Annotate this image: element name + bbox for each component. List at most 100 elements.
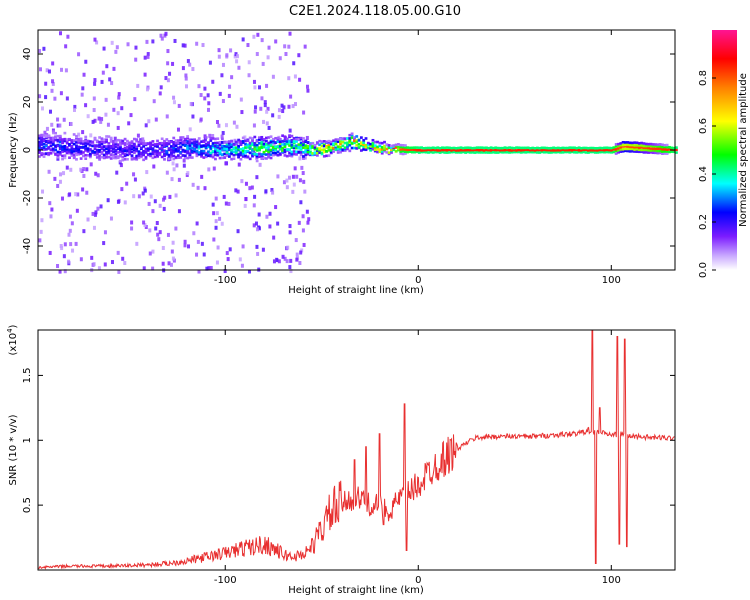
spectrogram-cell [322, 144, 326, 148]
snr-plot-area [38, 330, 675, 570]
spectrogram-cell [186, 135, 190, 138]
spectrogram-cell [612, 150, 616, 154]
spectrogram-cell [92, 108, 96, 113]
spectrogram-cell [63, 242, 67, 247]
spectrogram-cell [427, 148, 430, 152]
spectrogram-cell [160, 144, 164, 147]
spectrogram-cell [265, 153, 268, 156]
spectrogram-cell [221, 131, 225, 136]
spectrogram-cell [135, 241, 139, 246]
spectrogram-cell [251, 137, 254, 140]
spectrogram-cell [526, 148, 530, 152]
spectrogram-cell [40, 151, 44, 155]
spectrogram-cell [186, 144, 190, 148]
spectrogram-cell [647, 146, 651, 150]
spectrogram-cell [227, 146, 231, 149]
spectrogram-cell [206, 107, 210, 112]
spectrogram-cell [624, 141, 627, 144]
spectrogram-cell [241, 155, 245, 158]
spectrogram-cell [320, 144, 324, 148]
spectrogram-cell [556, 146, 560, 150]
spectrogram-cell [492, 150, 495, 154]
spectrogram-cell [237, 155, 241, 159]
spectrogram-cell [663, 150, 667, 153]
spectrogram-cell [295, 150, 298, 154]
spectrogram-cell [163, 152, 166, 155]
spectrogram-cell [563, 150, 567, 154]
spectrogram-cell [58, 140, 62, 144]
spectrogram-cell [95, 150, 99, 153]
spectrogram-cell [209, 266, 213, 271]
spectrogram-cell [40, 143, 44, 146]
spectrogram-cell [654, 144, 657, 148]
spectrogram-cell [626, 147, 630, 151]
spectrogram-cell [540, 148, 544, 152]
spectrogram-cell [420, 149, 423, 152]
spectrogram-cell [149, 147, 152, 151]
spectrogram-cell [98, 140, 102, 144]
spectrogram-cell [65, 138, 69, 141]
spectrogram-cell [304, 144, 308, 147]
spectrogram-cell [123, 143, 127, 147]
spectrogram-cell [56, 153, 60, 157]
spectrogram-cell [283, 44, 287, 49]
spectrogram-cell [498, 150, 502, 154]
spectrogram-cell [383, 147, 386, 150]
spectrogram-cell [298, 178, 302, 183]
spectrogram-cell [209, 154, 213, 158]
spectrogram-cell [617, 144, 620, 148]
spectrogram-cell [202, 144, 206, 148]
spectrogram-cell [220, 134, 224, 139]
spectrogram-cell [276, 153, 280, 157]
spectrogram-cell [160, 36, 164, 41]
spectrogram-cell [202, 140, 206, 143]
spectrogram-cell [77, 150, 81, 154]
spectrogram-cell [182, 163, 186, 168]
spectrogram-cell [287, 175, 291, 180]
spectrogram-cell [170, 151, 173, 155]
spectrogram-cell [408, 148, 412, 152]
spectrogram-cell [100, 137, 104, 140]
spectrogram-cell [241, 147, 245, 150]
spectrogram-cell [132, 151, 136, 154]
spectrogram-cell [135, 138, 139, 141]
spectrogram-cell [355, 135, 359, 138]
spectrogram-cell [262, 138, 266, 141]
spectrogram-cell [300, 165, 304, 170]
spectrogram-cell [93, 147, 97, 151]
spectrogram-cell [230, 157, 234, 161]
spectrogram-cell [524, 146, 528, 150]
spectrogram-cell [644, 148, 648, 152]
spectrogram-cell [128, 141, 132, 145]
spectrogram-cell [394, 150, 398, 153]
spectrogram-cell [39, 229, 43, 234]
spectrogram-cell [271, 151, 275, 155]
spectrogram-cell [600, 150, 604, 154]
spectrogram-cell [644, 146, 648, 150]
spectrogram-cell [473, 146, 477, 150]
spectrogram-cell [61, 150, 64, 153]
spectrogram-cell [191, 182, 195, 187]
spectrogram-cell [274, 141, 278, 145]
spectrogram-cell [429, 150, 433, 154]
spectrogram-cell [617, 142, 620, 146]
spectrogram-cell [269, 143, 273, 147]
spectrogram-cell [517, 146, 521, 149]
spectrogram-cell [190, 142, 194, 146]
spectrogram-cell [515, 149, 518, 152]
spectrogram-cell [145, 170, 149, 175]
spectrogram-cell [126, 158, 129, 161]
spectrogram-cell [346, 147, 349, 151]
spectrogram-cell [100, 146, 104, 149]
spectrogram-cell [195, 152, 199, 155]
spectrogram-cell [285, 142, 289, 146]
spectrogram-cell [211, 154, 215, 157]
spectrogram-cell [199, 117, 203, 122]
colorbar: 0.00.20.40.60.8 Normalized spectral ampl… [698, 30, 749, 278]
spectrogram-cell [559, 146, 562, 150]
spectrogram-cell [128, 152, 132, 156]
spectrogram-cell [647, 144, 651, 148]
spectrogram-cell [82, 140, 85, 143]
spectrogram-cell [139, 139, 143, 143]
